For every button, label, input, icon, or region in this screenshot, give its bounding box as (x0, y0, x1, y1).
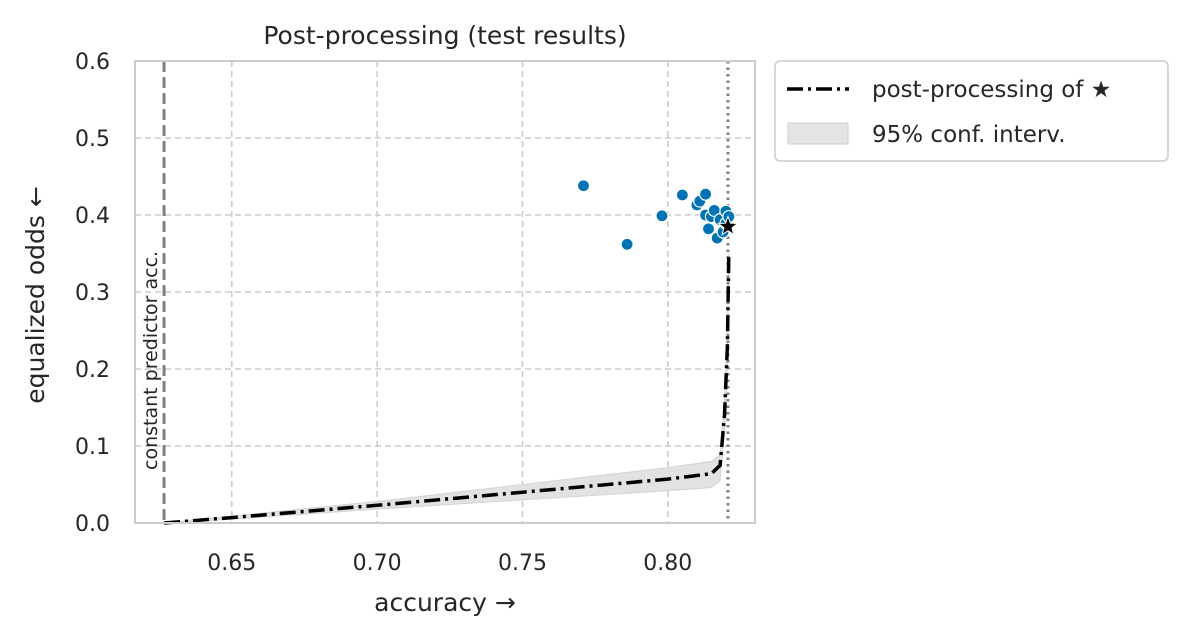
plot-frame (134, 60, 756, 524)
tick-labels: 0.65 0.70 0.75 0.80 0.0 0.1 0.2 0.3 0.4 0.5 0.6 (75, 50, 692, 576)
scatter-point (576, 179, 591, 193)
grid (135, 61, 755, 523)
x-axis-label: accuracy → (374, 588, 516, 617)
y-tick-label: 0.3 (75, 281, 110, 306)
x-tick-label: 0.70 (353, 551, 402, 576)
x-tick-label: 0.80 (643, 551, 692, 576)
y-tick-label: 0.4 (75, 204, 110, 229)
reference-lines (162, 61, 730, 523)
series-line-layer (163, 253, 731, 525)
y-axis-label: equalized odds ← (21, 186, 50, 404)
scatter-point (675, 188, 689, 202)
constant-predictor-label: constant predictor acc. (140, 251, 162, 470)
y-tick-label: 0.1 (75, 435, 110, 460)
star-point (717, 215, 739, 236)
y-tick-label: 0.0 (75, 512, 110, 537)
y-tick-label: 0.6 (75, 50, 110, 75)
scatter-point (620, 237, 634, 251)
y-tick-label: 0.2 (75, 358, 110, 383)
confidence-band-layer (164, 253, 730, 524)
x-tick-label: 0.65 (207, 551, 256, 576)
legend: post-processing of ★ 95% conf. interv. (774, 60, 1169, 162)
axes-frame (134, 60, 756, 524)
scatter-point (701, 222, 716, 236)
confidence-band (164, 253, 730, 524)
chart-title: Post-processing (test results) (263, 21, 626, 50)
legend-label-line: post-processing of ★ (872, 77, 1111, 103)
legend-label-band: 95% conf. interv. (872, 122, 1066, 148)
x-tick-label: 0.75 (498, 551, 547, 576)
legend-band-swatch (787, 122, 849, 145)
scatter-point (698, 187, 713, 201)
y-tick-label: 0.5 (75, 127, 110, 152)
legend-frame (774, 60, 1169, 162)
scatter-points (576, 179, 739, 251)
scatter-point (655, 209, 669, 223)
post-processing-line (163, 253, 731, 525)
